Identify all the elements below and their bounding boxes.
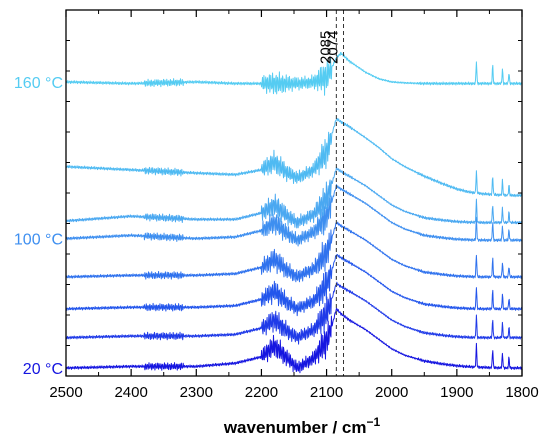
reference-line-label: 2085 [317, 31, 334, 64]
x-tick-label: 1900 [440, 384, 473, 401]
spectrum-line [65, 221, 523, 283]
spectrum-line [65, 307, 523, 374]
temperature-label: 160 °C [14, 75, 63, 92]
spectrum-line [65, 166, 523, 229]
x-axis-title: wavenumber / cm−1 [223, 415, 381, 437]
x-tick-label: 2400 [114, 384, 147, 401]
temperature-label: 100 °C [14, 232, 63, 249]
series-layer [65, 51, 523, 374]
spectrum-line [65, 281, 523, 345]
spectrum-line [65, 51, 523, 96]
spectrum-line [65, 253, 523, 317]
x-ticks: 2500 2400 2300 2200 2100 2000 1900 1800 [49, 10, 539, 401]
reference-line-label: 2074 [325, 31, 342, 64]
x-tick-label: 2300 [180, 384, 213, 401]
spectrum-line [65, 118, 523, 198]
x-tick-label: 2200 [245, 384, 278, 401]
x-tick-label: 2500 [49, 384, 82, 401]
plot-frame [65, 9, 523, 377]
temperature-labels: 160 °C 100 °C 20 °C [14, 75, 63, 378]
spectrum-line [65, 184, 523, 247]
x-tick-label: 2100 [310, 384, 343, 401]
x-tick-label: 1800 [505, 384, 538, 401]
x-tick-label: 2000 [375, 384, 408, 401]
x-axis-title-text: wavenumber / cm [223, 418, 367, 437]
x-axis-title-exponent: −1 [366, 415, 380, 429]
temperature-label: 20 °C [23, 361, 63, 378]
